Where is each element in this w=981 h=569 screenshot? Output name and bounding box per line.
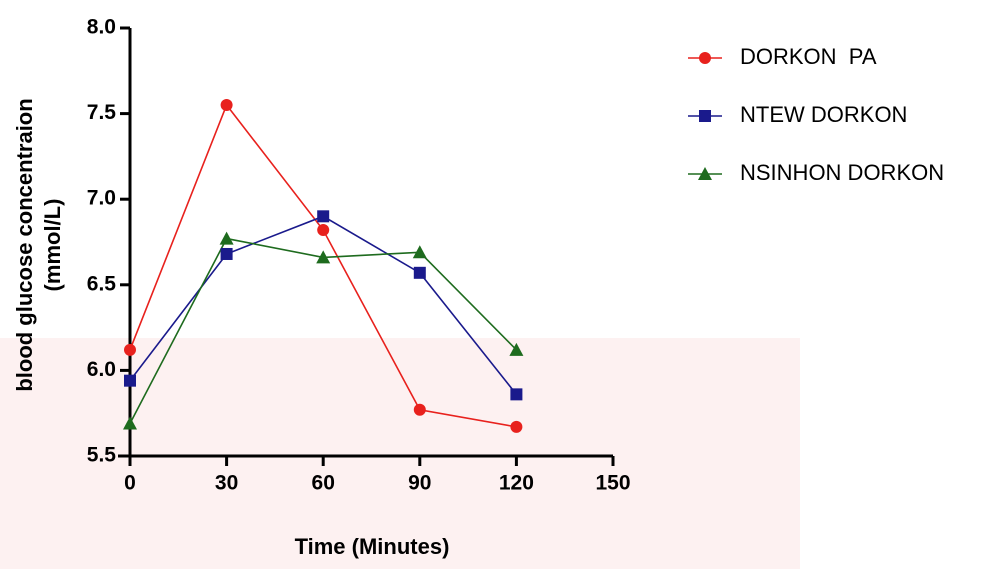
marker: [317, 210, 330, 223]
marker: [123, 416, 137, 430]
x-tick-label: 120: [499, 472, 534, 495]
y-tick-label: 7.0: [87, 187, 116, 210]
marker: [412, 245, 427, 259]
x-tick-label: 60: [312, 472, 335, 495]
y-tick-label: 8.0: [87, 16, 116, 39]
legend-marker: [699, 110, 711, 122]
x-tick-label: 150: [595, 472, 630, 495]
legend-label: NSINHON DORKON: [740, 160, 944, 185]
x-axis-title: Time (Minutes): [295, 534, 450, 559]
marker: [220, 247, 233, 260]
marker: [510, 388, 523, 401]
x-tick-label: 0: [124, 472, 136, 495]
y-axis-title: blood glucose concentraion: [12, 98, 37, 391]
legend-marker: [698, 167, 712, 180]
marker: [220, 99, 233, 112]
x-tick-label: 30: [215, 472, 238, 495]
y-tick-label: 7.5: [87, 101, 117, 124]
y-axis-title: (mmol/L): [40, 199, 65, 292]
marker: [316, 250, 331, 264]
legend-label: NTEW DORKON: [740, 102, 907, 127]
y-tick-label: 5.5: [87, 444, 117, 467]
marker: [219, 231, 234, 245]
x-tick-label: 90: [408, 472, 431, 495]
y-tick-label: 6.5: [87, 272, 117, 295]
legend-label: DORKON PA: [740, 44, 877, 69]
marker: [124, 374, 136, 387]
y-tick-label: 6.0: [87, 358, 116, 381]
marker: [510, 420, 523, 433]
marker: [413, 266, 426, 279]
marker: [509, 342, 524, 356]
marker: [317, 224, 330, 237]
marker: [124, 343, 136, 356]
marker: [413, 403, 426, 416]
legend-marker: [699, 52, 711, 64]
